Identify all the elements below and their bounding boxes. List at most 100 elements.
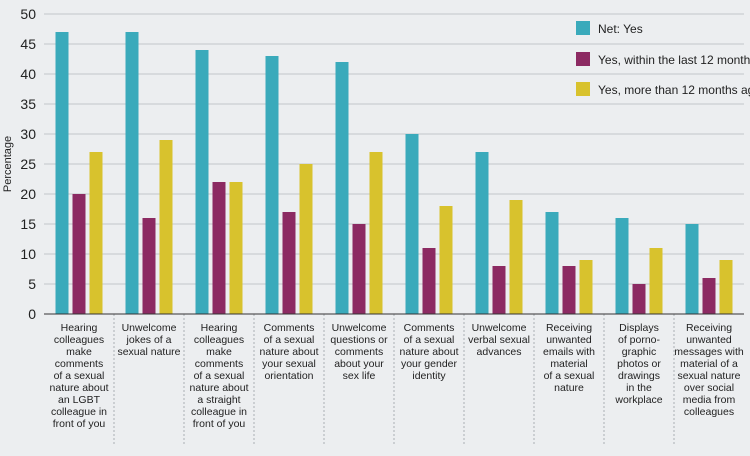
bar-series-1-category-10 xyxy=(685,224,699,314)
bar-series-2-category-1 xyxy=(72,194,86,314)
bar-series-2-category-9 xyxy=(632,284,646,314)
x-category-label-line: colleagues xyxy=(194,334,244,346)
category-separators xyxy=(113,314,675,446)
bar-series-3-category-9 xyxy=(649,248,663,314)
bar-series-1-category-7 xyxy=(475,152,489,314)
bar-series-3-category-10 xyxy=(719,260,733,314)
bar-series-1-category-2 xyxy=(125,32,139,314)
x-category-label-line: Comments xyxy=(404,322,455,334)
y-tick-label: 30 xyxy=(20,126,36,142)
x-category-label-line: verbal sexual xyxy=(468,334,530,346)
legend-swatch xyxy=(576,52,590,66)
y-tick-label: 25 xyxy=(20,156,36,172)
x-category-label-line: Hearing xyxy=(201,322,238,334)
bar-series-3-category-8 xyxy=(579,260,593,314)
legend-swatch xyxy=(576,21,590,35)
x-category-label-line: comments xyxy=(335,346,383,358)
x-category-label-line: sex life xyxy=(343,370,376,382)
x-category-label: Hearing colleagues make comments of a sexual… xyxy=(190,322,249,430)
bar-series-3-category-7 xyxy=(509,200,523,314)
x-category-label: Unwelcome verbal sexual advances xyxy=(468,322,530,358)
bar-series-1-category-9 xyxy=(615,218,629,314)
bar-series-3-category-4 xyxy=(299,164,313,314)
x-category-label-line: front of you xyxy=(53,418,106,430)
x-category-label-line: over social xyxy=(684,382,734,394)
x-category-label-line: colleagues xyxy=(54,334,104,346)
x-category-label-line: of porno- xyxy=(618,334,661,346)
x-category-label: Receiving unwanted messages with material o… xyxy=(674,322,744,418)
x-category-label-line: sexual nature xyxy=(677,370,740,382)
bar-series-1-category-8 xyxy=(545,212,559,314)
x-category-label-line: Receiving xyxy=(546,322,592,334)
x-category-label-line: colleague in xyxy=(191,406,247,418)
x-category-label-line: unwanted xyxy=(546,334,592,346)
x-category-label-line: front of you xyxy=(193,418,246,430)
bar-series-1-category-1 xyxy=(55,32,69,314)
x-category-label-line: Unwelcome xyxy=(472,322,527,334)
x-category-label-line: photos or xyxy=(617,358,661,370)
x-category-label-line: orientation xyxy=(264,370,313,382)
bar-series-2-category-8 xyxy=(562,266,576,314)
x-category-label: Hearing colleagues make comments of a sexual… xyxy=(50,322,109,430)
bar-series-3-category-3 xyxy=(229,182,243,314)
x-category-label-line: Unwelcome xyxy=(332,322,387,334)
x-category-label: Displays of porno-graphic photos or drawing… xyxy=(614,322,662,406)
y-tick-label: 40 xyxy=(20,66,36,82)
x-category-label-line: Hearing xyxy=(61,322,98,334)
bar-series-1-category-3 xyxy=(195,50,209,314)
bar-series-3-category-1 xyxy=(89,152,103,314)
x-category-label-line: Receiving xyxy=(686,322,732,334)
y-tick-label: 10 xyxy=(20,246,36,262)
x-category-label-line: of a sexual xyxy=(264,334,315,346)
y-tick-label: 15 xyxy=(20,216,36,232)
x-category-label-line: comments xyxy=(55,358,103,370)
x-category-label-line: workplace xyxy=(614,394,662,406)
bar-series-2-category-3 xyxy=(212,182,226,314)
legend: Net: Yes Yes, within the last 12 months Ye… xyxy=(576,21,750,97)
x-category-label-line: of a sexual xyxy=(54,370,105,382)
x-category-label-line: Unwelcome xyxy=(122,322,177,334)
x-category-label-line: advances xyxy=(477,346,522,358)
x-category-label-line: comments xyxy=(195,358,243,370)
x-category-label-line: sexual nature xyxy=(117,346,180,358)
bar-series-3-category-6 xyxy=(439,206,453,314)
bar-series-2-category-5 xyxy=(352,224,366,314)
y-tick-label: 45 xyxy=(20,36,36,52)
x-category-label-line: Displays xyxy=(619,322,659,334)
x-category-label-line: identity xyxy=(412,370,446,382)
x-category-label-line: media from xyxy=(683,394,736,406)
x-category-label: Comments of a sexual nature about your gend… xyxy=(400,322,459,382)
y-tick-label: 20 xyxy=(20,186,36,202)
bar-series-1-category-6 xyxy=(405,134,419,314)
x-category-label: Receiving unwanted emails with material of a… xyxy=(543,322,595,394)
x-category-label-line: of a sexual xyxy=(404,334,455,346)
x-category-label-line: jokes of a xyxy=(126,334,172,346)
x-category-label-line: make xyxy=(66,346,92,358)
x-category-label-line: questions or xyxy=(330,334,388,346)
bar-series-3-category-2 xyxy=(159,140,173,314)
bar-series-2-category-2 xyxy=(142,218,156,314)
x-category-label-line: your sexual xyxy=(262,358,316,370)
x-category-label-line: an LGBT xyxy=(58,394,101,406)
x-category-label-line: emails with xyxy=(543,346,595,358)
x-category-label-line: your gender xyxy=(401,358,458,370)
y-tick-label: 5 xyxy=(28,276,36,292)
x-category-label-line: nature about xyxy=(400,346,459,358)
x-category-label-line: unwanted xyxy=(686,334,732,346)
y-tick-label: 50 xyxy=(20,6,36,22)
x-category-label: Unwelcome questions or comments about your s… xyxy=(330,322,388,382)
x-category-label-line: Comments xyxy=(264,322,315,334)
x-axis-labels: Hearing colleagues make comments of a sexual… xyxy=(50,322,744,430)
legend-swatch xyxy=(576,82,590,96)
x-category-label-line: nature about xyxy=(190,382,249,394)
bar-series-2-category-7 xyxy=(492,266,506,314)
x-category-label: Comments of a sexual nature about your sexu… xyxy=(260,322,319,382)
x-category-label-line: nature about xyxy=(260,346,319,358)
x-category-label: Unwelcome jokes of a sexual nature xyxy=(117,322,180,358)
bar-series-1-category-5 xyxy=(335,62,349,314)
x-category-label-line: nature xyxy=(554,382,584,394)
x-category-label-line: in the xyxy=(626,382,652,394)
legend-label: Yes, more than 12 months ago xyxy=(598,83,750,97)
legend-label: Yes, within the last 12 months xyxy=(598,53,750,67)
